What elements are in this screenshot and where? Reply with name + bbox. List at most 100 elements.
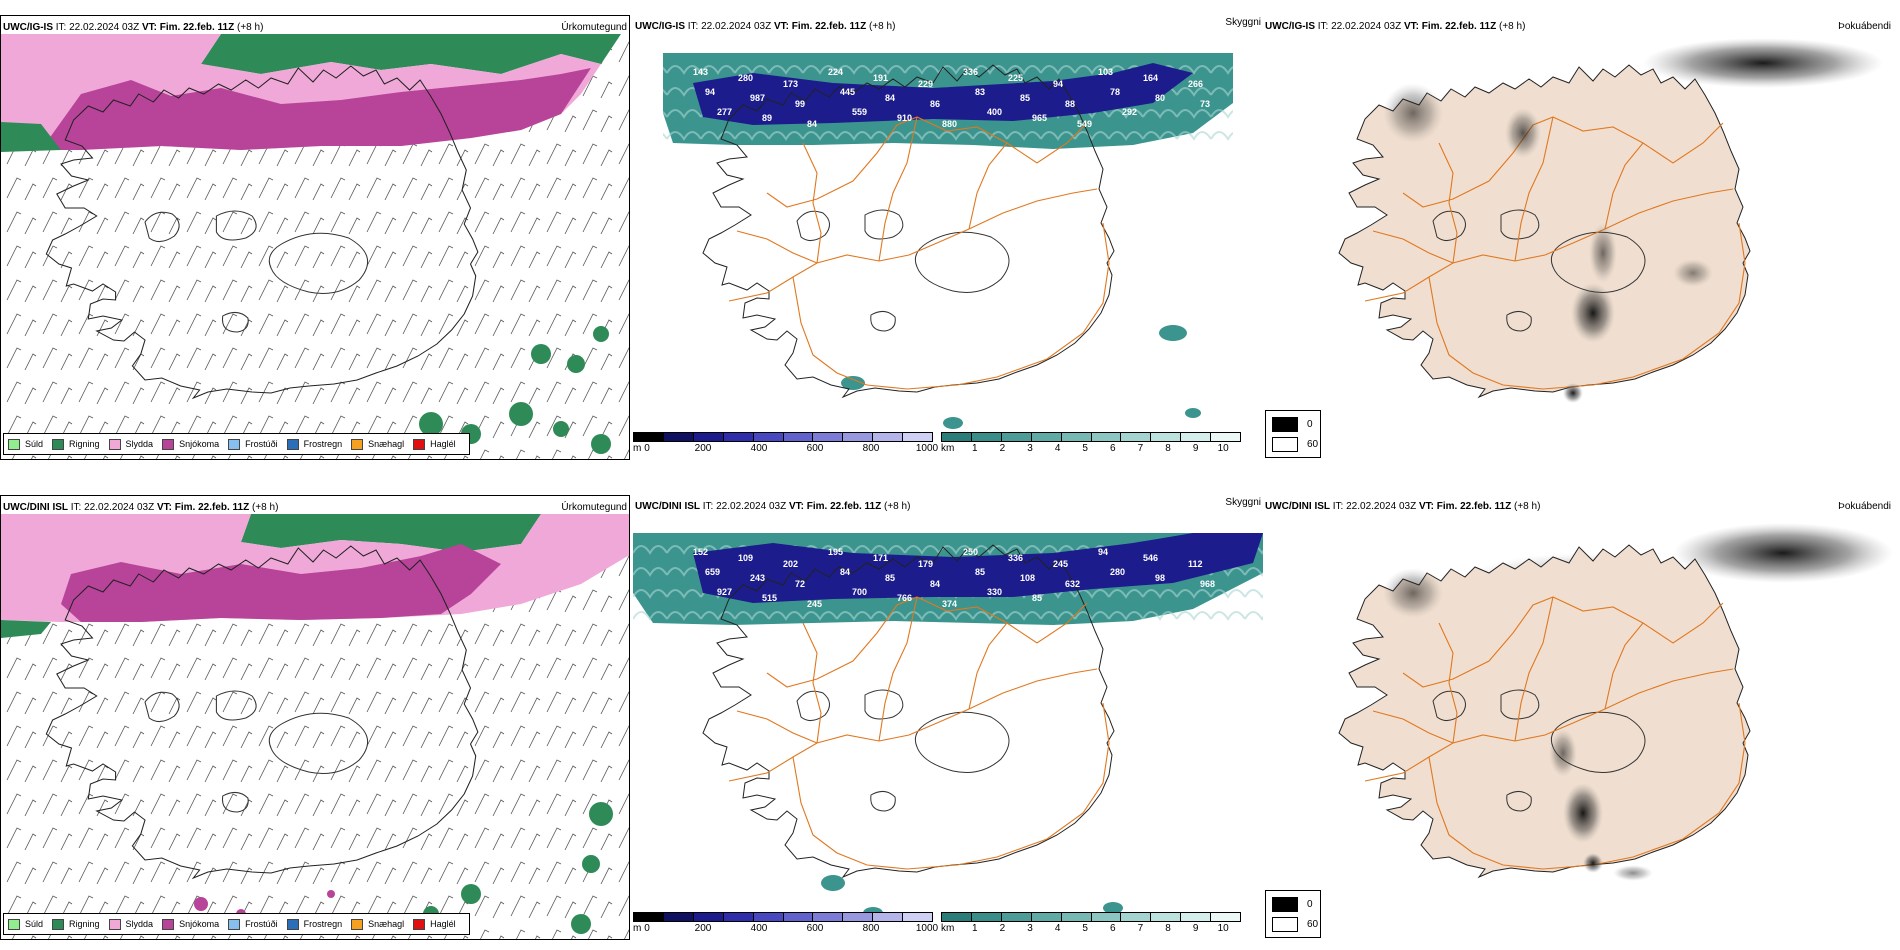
cloud-base-label: 86 — [930, 99, 940, 109]
cloud-base-label: 179 — [918, 559, 933, 569]
visibility-panel-top: UWC/IG-IS IT: 22.02.2024 03Z VT: Fim. 22… — [633, 15, 1263, 460]
cloud-base-label: 766 — [897, 593, 912, 603]
legend-item: Slydda — [108, 918, 154, 930]
colorbar-tick: 1000 — [915, 443, 939, 454]
cloud-base-label: 80 — [1155, 93, 1165, 103]
legend-item: Frostregn — [286, 438, 343, 450]
cloud-base-colorbar: m 0 200 400 600 800 1000 — [633, 432, 938, 454]
cloud-base-label: 85 — [885, 573, 895, 583]
colorbar-tick: 8 — [1165, 923, 1171, 934]
colorbar-tick: 2 — [999, 443, 1006, 454]
colorbar-tick: 600 — [806, 443, 824, 454]
panel-header: UWC/IG-IS IT: 22.02.2024 03Z VT: Fim. 22… — [3, 22, 264, 33]
colorbar-tick: 0 — [644, 923, 650, 934]
cloud-base-label: 229 — [918, 79, 933, 89]
cloud-base-label: 559 — [852, 107, 867, 117]
legend-swatch — [52, 438, 65, 450]
legend-label: Frostúði — [245, 439, 278, 449]
legend-item: Súld — [8, 918, 43, 930]
cloud-base-label: 292 — [1122, 107, 1137, 117]
cloud-base-label: 965 — [1032, 113, 1047, 123]
cloud-base-label: 445 — [840, 87, 855, 97]
colorbar-unit: km — [941, 923, 955, 934]
colorbar-tick: 8 — [1165, 443, 1171, 454]
panel-title: Úrkomutegund — [561, 502, 627, 513]
legend-label: Slydda — [125, 919, 154, 929]
legend-swatch — [228, 438, 241, 450]
visibility-map: 143 280 173 224 191 229 336 225 94 103 164 266 94 987… — [663, 53, 1233, 429]
legend-swatch — [413, 438, 426, 450]
visibility-colorbar: km 1 2 3 4 5 6 7 8 9 10 — [941, 912, 1241, 934]
cloud-base-label: 84 — [885, 93, 895, 103]
legend-label: Frostregn — [303, 919, 343, 929]
cloud-base-label: 85 — [1020, 93, 1030, 103]
legend-swatch — [351, 918, 364, 930]
legend-item: Slydda — [108, 438, 153, 450]
legend-swatch — [413, 918, 426, 930]
fog-indicator-panel-top: UWC/IG-IS IT: 22.02.2024 03Z VT: Fim. 22… — [1263, 15, 1893, 460]
fog-indicator-panel-bottom: UWC/DINI ISL IT: 22.02.2024 03Z VT: Fim.… — [1263, 495, 1893, 940]
legend-item: Snjókoma — [162, 438, 219, 450]
cloud-base-label: 700 — [852, 587, 867, 597]
cloud-base-label: 89 — [762, 113, 772, 123]
colorbar-tick: 5 — [1082, 923, 1088, 934]
legend-swatch — [286, 918, 299, 930]
cloud-base-label: 336 — [963, 67, 978, 77]
legend-label: Frostregn — [303, 439, 343, 449]
cloud-base-label: 515 — [762, 593, 777, 603]
cloud-base-label: 78 — [1110, 87, 1120, 97]
cloud-base-label: 85 — [1032, 593, 1042, 603]
precip-type-map — [1, 34, 629, 459]
cloud-base-label: 632 — [1065, 579, 1080, 589]
colorbar-tick: 9 — [1192, 443, 1199, 454]
precip-type-map — [1, 514, 629, 939]
colorbar-tick: 3 — [1027, 443, 1033, 454]
legend-swatch — [8, 438, 20, 450]
cloud-base-label: 98 — [1155, 573, 1165, 583]
cloud-base-label: 195 — [828, 547, 843, 557]
cloud-base-label: 549 — [1077, 119, 1092, 129]
cloud-base-label: 968 — [1200, 579, 1215, 589]
cloud-base-label: 94 — [705, 87, 715, 97]
legend-label: Haglél — [430, 919, 456, 929]
colorbar-unit: m — [633, 923, 642, 934]
cloud-base-label: 202 — [783, 559, 798, 569]
fog-legend: 0 60 — [1265, 890, 1321, 938]
cloud-base-label: 94 — [1053, 79, 1063, 89]
colorbar-tick: 2 — [999, 923, 1006, 934]
cloud-base-label: 280 — [1110, 567, 1125, 577]
colorbar-tick: 1 — [972, 923, 978, 934]
colorbar-tick: 800 — [862, 923, 880, 934]
precip-type-panel-bottom: UWC/DINI ISL IT: 22.02.2024 03Z VT: Fim.… — [0, 495, 630, 940]
legend-label: Súld — [25, 439, 44, 449]
legend-item: Rigning — [52, 918, 100, 930]
cloud-base-label: 85 — [975, 567, 985, 577]
legend-item: Haglél — [413, 438, 456, 450]
panel-title: Þokuábendi — [1838, 21, 1891, 32]
precip-type-panel-top: UWC/IG-IS IT: 22.02.2024 03Z VT: Fim. 22… — [0, 15, 630, 460]
panel-title: Skyggni — [1225, 17, 1261, 28]
cloud-base-label: 277 — [717, 107, 732, 117]
visibility-map: 152 109 202 195 171 179 250 336 245 94 546 112 659 24… — [633, 533, 1263, 919]
legend-swatch — [108, 438, 121, 450]
cloud-base-label: 99 — [795, 99, 805, 109]
cloud-base-label: 927 — [717, 587, 732, 597]
visibility-colorbar: km 1 2 3 4 5 6 7 8 9 10 — [941, 432, 1241, 454]
colorbar-tick: 4 — [1054, 923, 1061, 934]
precip-type-legend: Súld Rigning Slydda Snjókoma Frostúði Frostre… — [3, 913, 470, 935]
colorbar-unit: m — [633, 443, 642, 454]
cloud-base-label: 191 — [873, 73, 888, 83]
panel-header: UWC/DINI ISL IT: 22.02.2024 03Z VT: Fim.… — [3, 502, 279, 513]
legend-swatch — [228, 918, 241, 930]
colorbar-tick: 600 — [806, 923, 824, 934]
cloud-base-label: 109 — [738, 553, 753, 563]
panel-title: Úrkomutegund — [561, 22, 627, 33]
cloud-base-label: 224 — [828, 67, 843, 77]
colorbar-tick: 3 — [1027, 923, 1033, 934]
colorbar-tick: 6 — [1110, 923, 1116, 934]
legend-item: Frostúði — [228, 438, 278, 450]
legend-item: Rigning — [52, 438, 100, 450]
colorbar-tick: 1 — [972, 443, 978, 454]
cloud-base-label: 266 — [1188, 79, 1203, 89]
colorbar-tick: 4 — [1054, 443, 1061, 454]
